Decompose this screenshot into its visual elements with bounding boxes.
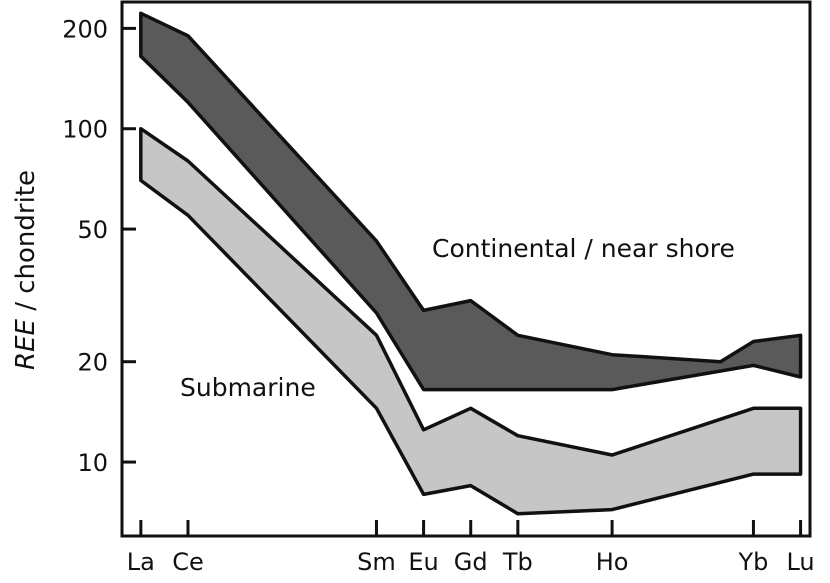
x-tick-label: Lu bbox=[786, 548, 814, 576]
x-tick-label: Sm bbox=[357, 548, 396, 576]
y-tick-label: 50 bbox=[77, 216, 108, 244]
x-tick-label: Tb bbox=[502, 548, 533, 576]
annotation-submarine: Submarine bbox=[180, 373, 316, 402]
x-tick-label: La bbox=[127, 548, 155, 576]
band-continental bbox=[139, 11, 803, 392]
x-tick-label: Gd bbox=[454, 548, 488, 576]
x-tick-label: Eu bbox=[408, 548, 438, 576]
y-tick-label: 200 bbox=[62, 15, 108, 43]
bands-layer bbox=[139, 11, 803, 516]
y-tick-label: 10 bbox=[77, 449, 108, 477]
y-axis-label-italic: REE bbox=[11, 318, 41, 369]
annotation-continental: Continental / near shore bbox=[432, 234, 735, 263]
x-tick-label: Ho bbox=[596, 548, 629, 576]
y-axis-label-rest: / chondrite bbox=[11, 170, 41, 319]
y-axis-label: REE / chondrite bbox=[11, 170, 41, 370]
x-axis: La Ce Sm Eu Gd Tb Ho Yb Lu bbox=[127, 520, 815, 576]
y-axis: 10 20 50 100 200 bbox=[62, 15, 136, 477]
band-submarine bbox=[139, 126, 803, 516]
y-tick-label: 20 bbox=[77, 349, 108, 377]
x-tick-label: Ce bbox=[172, 548, 204, 576]
x-tick-label: Yb bbox=[737, 548, 768, 576]
y-tick-label: 100 bbox=[62, 116, 108, 144]
